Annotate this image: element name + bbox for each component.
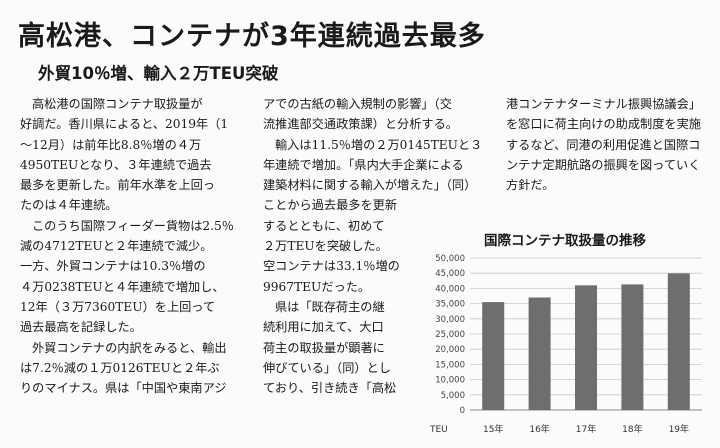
x-tick-label: 15年 (483, 423, 503, 435)
y-axis-unit-label: TEU (429, 425, 448, 435)
article-line: するとともに、初めて (263, 218, 385, 233)
article-line: 流推進部交通政策課）と分析する。 (263, 117, 458, 132)
article-line: ンテナ定期航路の振興を図っていく (506, 157, 701, 172)
article-line: ４万0238TEUと４年連続で増加し、 (20, 279, 225, 294)
article-line: 9967TEUだった。 (263, 279, 371, 294)
y-tick-label: 50,000 (435, 254, 465, 264)
y-tick-label: 5,000 (441, 391, 465, 401)
article-line: りのマイナス。県は「中国や東南アジ (20, 381, 227, 396)
article-line: 最多を更新した。前年水準を上回っ (20, 178, 215, 193)
article-line: 伸びている」（同）とし (263, 360, 391, 375)
y-tick-label: 35,000 (435, 300, 465, 310)
container-volume-bar-chart: 0 5,000 10,000 15,000 20,000 25,000 30,000 35,0… (429, 254, 702, 435)
subheadline: 外貿10％増、輸入２万TEU突破 (38, 64, 279, 83)
article-line: 高松港の国際コンテナ取扱量が (32, 97, 203, 111)
article-column-1: 高松港の国際コンテナ取扱量が好調だ。香川県によると、2019年（1 〜12月）は前… (20, 94, 245, 398)
x-tick-label: 19年 (669, 423, 689, 435)
article-line: 続利用に加えて、大口 (263, 320, 384, 335)
article-line: 荷主の取扱量が顕著に (263, 340, 385, 355)
y-tick-label: 25,000 (435, 330, 465, 340)
article-line: 〜12月）は前年比8.8％増の４万 (20, 137, 202, 152)
article-line: は7.2％減の１万0126TEUと２年ぶ (20, 360, 220, 375)
article-line: 輸入は11.5％増の２万0145TEUと３ (275, 137, 483, 152)
chart-title: 国際コンテナ取扱量の推移 (484, 233, 646, 249)
article-line: ており、引き続き「高松 (263, 381, 397, 396)
article-line: 年連続で増加。「県内大手企業による (263, 157, 464, 172)
x-tick-label: 16年 (529, 423, 549, 435)
article-line: 方針だ。 (506, 178, 555, 193)
article-line: このうち国際フィーダー貨物は2.5％ (32, 218, 234, 233)
article-line: 港コンテナターミナル振興協議会」 (506, 97, 701, 111)
article-line: 県は「既存荷主の継 (275, 299, 385, 314)
x-tick-label: 17年 (576, 423, 596, 435)
y-tick-label: 20,000 (435, 345, 465, 355)
article-line: 減の4712TEUと２年連続で減少。 (20, 239, 213, 254)
bar (621, 284, 644, 410)
article-line: 空コンテナは33.1％増の (263, 259, 400, 274)
article-line: 12年（３万7360TEU）を上回って (20, 299, 216, 314)
y-tick-label: 10,000 (435, 376, 465, 386)
article-line: を窓口に荷主向けの助成制度を実施 (506, 117, 701, 132)
article-line: 外貿コンテナの内訳をみると、輸出 (32, 340, 227, 355)
headline: 高松港、コンテナが3年連続過去最多 (18, 21, 486, 52)
article-line: ことから過去最多を更新 (263, 198, 398, 213)
y-tick-label: 40,000 (435, 284, 465, 294)
article-line: たのは４年連続。 (20, 198, 118, 213)
y-tick-label: 45,000 (435, 269, 465, 279)
article-line: 好調だ。香川県によると、2019年（1 (20, 117, 229, 132)
article-line: アでの古紙の輸入規制の影響」（交 (263, 97, 452, 111)
article-line: するなど、同港の利用促進と国際コ (506, 137, 701, 152)
bar (528, 297, 551, 410)
article-line: 4950TEUとなり、３年連続で過去 (20, 157, 212, 172)
y-tick-label: 0 (460, 406, 465, 416)
article-line: 一方、外貿コンテナは10.3％増の (20, 259, 206, 274)
bar (575, 285, 597, 410)
article-column-2: アでの古紙の輸入規制の影響」（交 流推進部交通政策課）と分析する。輸入は11.5％… (263, 94, 493, 398)
article-line: 過去最高を記録した。 (20, 320, 142, 335)
article-column-3: 港コンテナターミナル振興協議会」 を窓口に荷主向けの助成制度を実施 するなど、同港の… (506, 94, 711, 195)
article-line: 建築材料に関する輸入が増えた」（同） (263, 178, 477, 193)
bar (482, 302, 505, 410)
y-tick-label: 15,000 (435, 360, 465, 370)
article-line: ２万TEUを突破した。 (263, 239, 388, 254)
bar (667, 273, 690, 410)
y-tick-label: 30,000 (435, 315, 465, 325)
x-tick-label: 18年 (622, 423, 642, 435)
